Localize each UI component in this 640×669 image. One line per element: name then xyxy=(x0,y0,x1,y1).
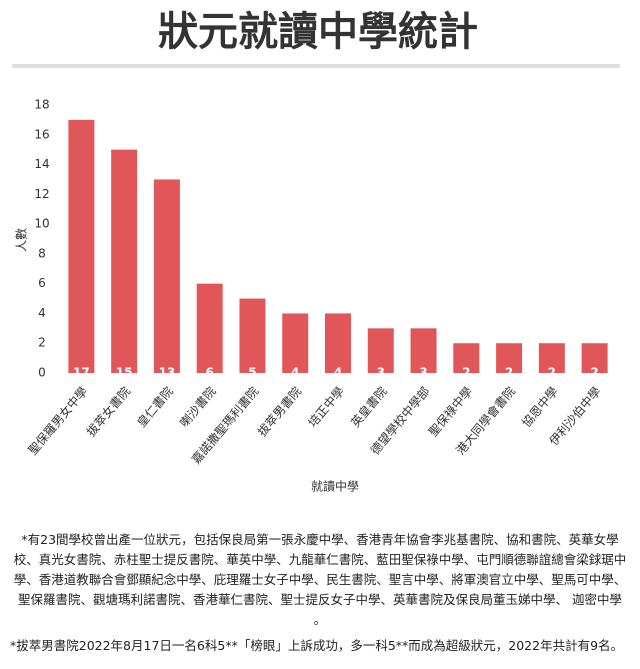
bar xyxy=(282,313,309,373)
x-tick-label: 喇沙書院 xyxy=(176,384,218,430)
note: *拔萃男書院2022年8月17日一名6科5**「榜眼」上訴成功，多一科5**而成… xyxy=(10,638,624,653)
value-label: 13 xyxy=(159,366,176,380)
x-tick-label: 培正中學 xyxy=(305,384,347,430)
value-label: 3 xyxy=(377,366,385,380)
x-tick-label: 英皇書院 xyxy=(348,384,390,430)
value-label: 3 xyxy=(419,366,427,380)
x-tick-label: 聖保羅男女中學 xyxy=(25,384,90,458)
bar xyxy=(538,343,565,373)
y-tick-label: 16 xyxy=(34,127,49,141)
y-tick-label: 14 xyxy=(34,157,49,171)
value-label: 15 xyxy=(116,366,133,380)
bar xyxy=(153,179,180,373)
bar xyxy=(325,313,351,373)
notes: *有23間學校曾出產一位狀元，包括保良局第一張永慶中學、香港青年協會李兆基書院、… xyxy=(10,530,630,662)
value-label: 6 xyxy=(206,366,214,380)
bar xyxy=(239,298,266,373)
bar xyxy=(68,119,95,373)
title-rule xyxy=(12,64,620,68)
value-label: 5 xyxy=(248,366,256,380)
bar xyxy=(581,343,608,373)
y-tick-label: 10 xyxy=(34,217,49,231)
x-axis-title: 就讀中學 xyxy=(311,479,359,494)
value-label: 4 xyxy=(291,366,299,380)
y-tick-label: 0 xyxy=(38,366,46,380)
value-label: 17 xyxy=(73,366,90,380)
value-label: 2 xyxy=(548,366,556,380)
value-label: 2 xyxy=(505,366,513,380)
x-tick-label: 拔萃男書院 xyxy=(254,384,304,440)
bar xyxy=(496,343,523,373)
bar xyxy=(111,149,138,373)
value-label: 2 xyxy=(590,366,598,380)
chart-title: 狀元就讀中學統計 xyxy=(158,9,478,55)
y-tick-label: 4 xyxy=(38,306,46,320)
note: *有23間學校曾出產一位狀元，包括保良局第一張永慶中學、香港青年協會李兆基書院、… xyxy=(13,532,627,627)
value-label: 2 xyxy=(462,366,470,380)
y-tick-label: 18 xyxy=(34,98,49,112)
y-tick-label: 8 xyxy=(38,246,46,260)
value-label: 4 xyxy=(334,366,342,380)
bar xyxy=(367,328,394,373)
y-tick-label: 2 xyxy=(38,336,46,350)
y-axis-title: 人數 xyxy=(15,228,29,252)
x-tick-label: 拔萃女書院 xyxy=(83,384,133,440)
chart: 狀元就讀中學統計 人數 就讀中學 0 2 4 6 8 10 12 14 16 18 17 聖保羅男女中… xyxy=(12,9,620,494)
y-tick-label: 12 xyxy=(34,187,49,201)
bar xyxy=(410,328,437,373)
bar xyxy=(196,283,223,373)
y-tick-label: 6 xyxy=(38,276,46,290)
x-tick-label: 協恩中學 xyxy=(518,384,560,430)
x-tick-label: 皇仁書院 xyxy=(134,384,176,430)
bar xyxy=(453,343,480,373)
